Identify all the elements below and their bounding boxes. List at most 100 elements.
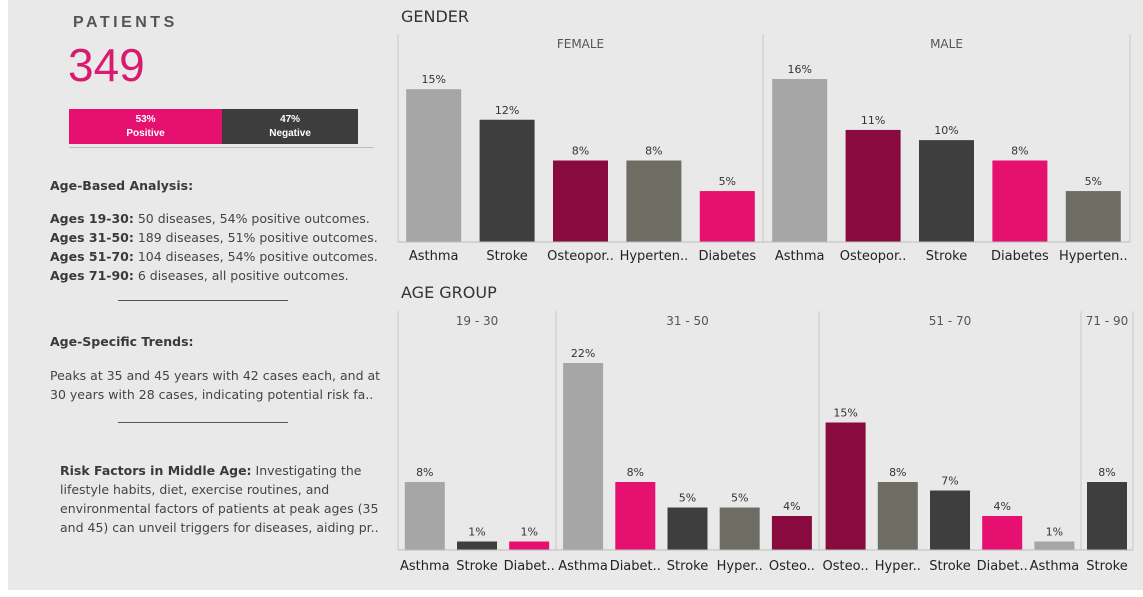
patients-label: PATIENTS	[73, 14, 178, 31]
bar	[919, 140, 974, 242]
category-label: Diabet..	[610, 559, 661, 574]
separator	[118, 300, 288, 301]
age-row-31-50: Ages 31-50: 189 diseases, 51% positive o…	[50, 230, 378, 245]
category-label: Asthma	[1030, 559, 1080, 574]
panel-header: MALE	[930, 37, 963, 51]
separator	[118, 422, 288, 423]
data-label: 15%	[833, 407, 857, 420]
bar	[699, 191, 755, 242]
charts: FEMALE 15% Asthma 12% Stroke 8% Osteopor.. 8% Hy…	[397, 34, 1134, 574]
bar	[845, 129, 901, 242]
data-label: 1%	[520, 526, 537, 539]
gender-title: GENDER	[401, 7, 470, 26]
category-label: Stroke	[486, 249, 527, 264]
age-based-list: Ages 19-30: 50 diseases, 54% positive ou…	[50, 209, 378, 285]
panel-header: 71 - 90	[1086, 314, 1129, 328]
data-label: 12%	[495, 104, 519, 117]
bar	[667, 507, 708, 550]
bar	[404, 482, 445, 550]
negative-label: Negative	[269, 127, 311, 139]
age-row-71-90: Ages 71-90: 6 diseases, all positive out…	[50, 268, 349, 283]
positive-label: Positive	[126, 127, 165, 139]
positive-segment[interactable]: 53% Positive	[69, 109, 223, 144]
panel-header: 51 - 70	[929, 314, 972, 328]
data-label: 8%	[1011, 145, 1028, 158]
age-based-title: Age-Based Analysis:	[50, 178, 194, 193]
data-label: 22%	[571, 347, 595, 360]
category-label: Stroke	[929, 559, 970, 574]
category-label: Stroke	[456, 559, 497, 574]
bar	[553, 160, 608, 242]
patients-count: 349	[68, 39, 145, 91]
data-label: 8%	[572, 145, 589, 158]
bar	[877, 482, 918, 550]
data-label: 5%	[731, 492, 748, 505]
negative-segment[interactable]: 47% Negative	[222, 109, 358, 144]
data-label: 7%	[941, 475, 958, 488]
trends-title: Age-Specific Trends:	[50, 334, 194, 349]
bar	[479, 119, 535, 242]
category-label: Diabetes	[991, 249, 1049, 264]
data-label: 4%	[783, 500, 800, 513]
bar	[1065, 191, 1121, 242]
category-label: Asthma	[775, 249, 825, 264]
data-label: 8%	[1098, 466, 1115, 479]
data-label: 4%	[993, 500, 1010, 513]
data-label: 8%	[889, 466, 906, 479]
data-label: 5%	[1085, 175, 1102, 188]
bar	[825, 422, 866, 550]
data-label: 15%	[421, 73, 445, 86]
data-label: 5%	[719, 175, 736, 188]
age-row-19-30: Ages 19-30: 50 diseases, 54% positive ou…	[50, 211, 370, 226]
category-label: Osteo..	[769, 559, 815, 574]
category-label: Hyper..	[717, 559, 763, 574]
data-label: 5%	[679, 492, 696, 505]
data-label: 10%	[934, 124, 958, 137]
dashboard: PATIENTS 349 53% Positive 47% Negative A…	[8, 0, 1143, 590]
panel-header: FEMALE	[557, 37, 604, 51]
category-label: Osteopor..	[840, 249, 907, 264]
category-label: Stroke	[667, 559, 708, 574]
bar	[406, 89, 462, 242]
category-label: Hyperten..	[1059, 249, 1128, 264]
negative-pct: 47%	[280, 113, 301, 125]
positive-pct: 53%	[135, 113, 156, 125]
category-label: Stroke	[1086, 559, 1127, 574]
data-label: 1%	[1046, 526, 1063, 539]
data-label: 11%	[861, 114, 885, 127]
category-label: Asthma	[558, 559, 608, 574]
category-label: Osteo..	[823, 559, 869, 574]
bar	[771, 516, 812, 550]
panel-header: 31 - 50	[666, 314, 709, 328]
trends-text: Peaks at 35 and 45 years with 42 cases e…	[50, 368, 381, 402]
data-label: 8%	[416, 466, 433, 479]
category-label: Diabet..	[977, 559, 1028, 574]
bar	[982, 516, 1023, 550]
data-label: 1%	[468, 526, 485, 539]
bar	[772, 79, 828, 242]
data-label: 16%	[787, 63, 811, 76]
category-label: Stroke	[926, 249, 967, 264]
data-label: 8%	[627, 466, 644, 479]
age-group-title: AGE GROUP	[401, 283, 497, 302]
category-label: Hyperten..	[620, 249, 689, 264]
category-label: Asthma	[400, 559, 450, 574]
bar	[626, 160, 682, 242]
bar	[457, 541, 497, 550]
summary-panel: PATIENTS 349 53% Positive 47% Negative A…	[8, 0, 388, 590]
category-label: Hyper..	[875, 559, 921, 574]
category-label: Diabetes	[698, 249, 756, 264]
category-label: Asthma	[409, 249, 459, 264]
bar	[930, 490, 970, 550]
outcome-bar: 53% Positive 47% Negative	[69, 109, 358, 144]
data-label: 8%	[645, 145, 662, 158]
divider	[69, 147, 374, 148]
category-label: Osteopor..	[547, 249, 614, 264]
age-row-51-70: Ages 51-70: 104 diseases, 54% positive o…	[50, 249, 378, 264]
risk-factors-text: Risk Factors in Middle Age: Investigatin…	[60, 463, 379, 535]
bar	[509, 541, 550, 550]
bar	[992, 160, 1048, 242]
bar	[563, 363, 604, 550]
bar	[615, 482, 656, 550]
panel-header: 19 - 30	[456, 314, 499, 328]
